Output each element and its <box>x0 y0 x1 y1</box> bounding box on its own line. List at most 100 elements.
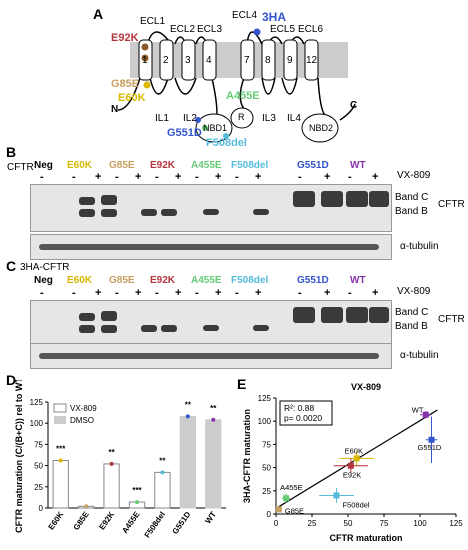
treatment-row-c: - - + - + - + - + - + - + - + <box>40 287 379 299</box>
tm-label-2: 2 <box>163 55 169 66</box>
scatter-point <box>353 455 360 462</box>
y-tick-label: 0 <box>39 504 44 513</box>
scatter-point <box>333 492 340 499</box>
lane-wt: WT <box>350 160 366 171</box>
legend-label-dmso: DMSO <box>70 416 94 425</box>
scatter-point <box>428 436 435 443</box>
x-tick-label: 125 <box>449 519 463 528</box>
y-tick-label: 125 <box>30 398 44 407</box>
y-tick-label: 0 <box>267 510 272 519</box>
c-terminus: C <box>350 100 358 111</box>
point-label: G551D <box>418 443 442 452</box>
tm-label-6: 8 <box>265 55 271 66</box>
lane-g551d: G551D <box>297 160 329 171</box>
significance-mark: *** <box>132 486 142 495</box>
tm-label-4: 4 <box>206 55 212 66</box>
panel-label-c: C <box>6 258 17 274</box>
bar-vx809 <box>103 463 120 509</box>
y-tick-label: 125 <box>258 394 272 403</box>
x-tick-label: F508del <box>143 510 167 540</box>
data-point <box>135 500 139 505</box>
tm-label-5: 7 <box>244 55 250 66</box>
bar-chart-maturation: 0 25 50 75 100 125 CFTR maturation (C/(B+C)) r… <box>14 380 226 540</box>
r-squared: R²: 0.88 <box>284 403 315 413</box>
treatment-label-c: VX-809 <box>397 286 431 297</box>
y-tick-label: 75 <box>34 440 43 449</box>
mutation-e92k: E92K <box>111 32 139 44</box>
point-label: A455E <box>280 483 303 492</box>
lane-f508del-c: F508del <box>231 275 269 286</box>
mutation-a455e: A455E <box>226 90 260 102</box>
lane-f508del: F508del <box>231 160 269 171</box>
y-axis-label: 3HA-CFTR maturation <box>242 409 252 503</box>
band-b-label-b: Band B <box>395 206 428 217</box>
x-tick-label: 75 <box>380 519 389 528</box>
significance-mark: *** <box>56 445 66 454</box>
x-tick-label: 0 <box>274 519 279 528</box>
treatment-row-b: - - + - + - + - + - + - + - + <box>40 171 379 183</box>
data-point <box>109 461 114 466</box>
tm-label-1: 1 <box>142 55 148 66</box>
loop-ecl5: ECL5 <box>270 24 296 35</box>
panel-label-e: E <box>237 376 247 392</box>
lane-e92k: E92K <box>150 160 176 171</box>
scatter-point <box>283 495 290 502</box>
bar-dmso <box>205 419 222 509</box>
tm-label-8: 12 <box>306 55 318 66</box>
protein-label-b: CFTR <box>438 199 465 210</box>
mutation-e60k: E60K <box>118 92 146 104</box>
loop-il3: IL3 <box>262 113 276 124</box>
tag-3ha: 3HA <box>262 10 287 24</box>
x-tick-label: G85E <box>72 509 91 531</box>
lane-e60k: E60K <box>67 160 93 171</box>
point-label: WT <box>412 406 424 415</box>
y-tick-label: 50 <box>34 462 43 471</box>
western-blot-cftr-c <box>30 300 392 348</box>
treatment-label-b: VX-809 <box>397 170 431 181</box>
loop-ecl3: ECL3 <box>197 24 223 35</box>
loop-ecl4: ECL4 <box>232 10 258 21</box>
data-point <box>160 470 165 475</box>
bar-vx809 <box>52 460 69 509</box>
western-blot-tubulin-b <box>30 234 392 260</box>
x-tick-label: 100 <box>413 519 427 528</box>
lane-e60k-c: E60K <box>67 275 93 286</box>
legend-swatch-vx809 <box>53 403 67 413</box>
x-axis-label: CFTR maturation <box>330 533 403 543</box>
x-tick-label: 50 <box>344 519 353 528</box>
significance-mark: ** <box>108 448 115 457</box>
significance-mark: ** <box>159 456 166 465</box>
lane-a455e-c: A455E <box>191 275 222 286</box>
panel-label-d: D <box>6 372 17 388</box>
band-c-label-c: Band C <box>395 307 429 318</box>
scatter-point <box>347 462 354 469</box>
panel-label-b: B <box>6 144 17 160</box>
protein-label-c: CFTR <box>438 314 465 325</box>
western-blot-cftr-b <box>30 184 392 232</box>
x-tick-label: E92K <box>97 510 116 532</box>
loading-label-b: α-tubulin <box>400 241 439 252</box>
data-point <box>84 504 89 509</box>
scatter-point <box>275 506 282 513</box>
y-tick-label: 100 <box>30 419 44 428</box>
y-tick-label: 50 <box>262 464 271 473</box>
loading-label-c: α-tubulin <box>400 350 439 361</box>
bar-vx809 <box>154 471 171 509</box>
construct-label-c: 3HA-CFTR <box>20 262 70 273</box>
loop-il2: IL2 <box>183 113 197 124</box>
y-axis-label: CFTR maturation (C/(B+C)) rel to WT <box>14 380 24 533</box>
western-blot-tubulin-c <box>30 343 392 369</box>
loop-il4: IL4 <box>287 113 301 124</box>
mutation-f508del: F508del <box>206 137 247 149</box>
significance-mark: ** <box>210 404 217 413</box>
lane-a455e: A455E <box>191 160 222 171</box>
point-label: E92K <box>343 471 361 480</box>
legend-swatch-dmso <box>54 416 66 424</box>
p-value: p= 0.0020 <box>284 413 322 423</box>
lane-wt-c: WT <box>350 275 366 286</box>
domain-nbd1: NBD1 <box>203 123 228 133</box>
point-label: G85E <box>285 506 304 515</box>
chart-title: VX-809 <box>351 382 381 392</box>
tm-label-3: 3 <box>185 55 191 66</box>
y-tick-label: 100 <box>258 417 272 426</box>
